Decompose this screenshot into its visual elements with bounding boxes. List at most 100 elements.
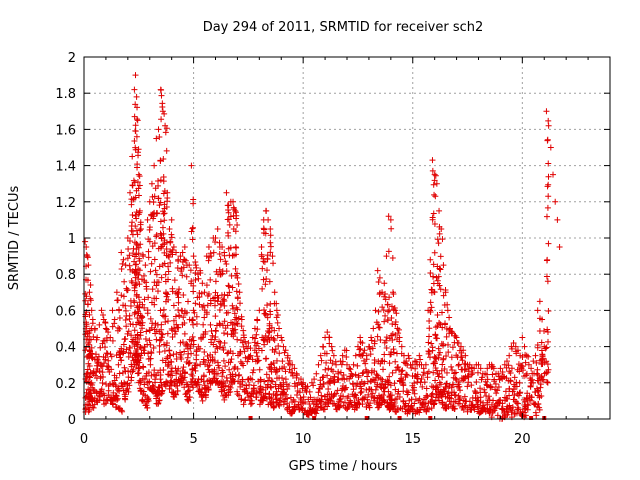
scatter-point [532,352,539,359]
scatter-point [126,315,133,322]
data-points [82,72,563,422]
scatter-point [545,366,552,373]
scatter-point [340,393,347,400]
scatter-point [192,300,199,307]
scatter-point [132,261,139,268]
scatter-point [383,253,390,260]
scatter-point [234,391,241,398]
scatter-point [541,359,548,366]
scatter-point [511,374,518,381]
scatter-point [192,262,199,269]
scatter-point [160,366,167,373]
scatter-point [304,383,311,390]
scatter-point [109,323,116,330]
scatter-point [210,249,217,256]
scatter-point [113,352,120,359]
scatter-point [169,372,176,379]
scatter-point [175,312,182,319]
scatter-point [103,350,110,357]
scatter-point [319,374,326,381]
scatter-point [84,277,91,284]
scatter-point [535,377,542,384]
scatter-point [403,371,410,378]
scatter-point [227,213,234,220]
scatter-point [109,307,116,314]
scatter-point [114,386,121,393]
scatter-point [136,281,143,288]
scatter-point [455,361,462,368]
scatter-point [189,372,196,379]
scatter-point [296,406,303,413]
scatter-point [240,401,247,408]
scatter-point [383,344,390,351]
scatter-point [175,307,182,314]
scatter-point [382,290,389,297]
scatter-point [273,307,280,314]
scatter-point [506,402,513,409]
scatter-point [134,370,141,377]
scatter-point [357,389,364,396]
scatter-point [208,339,215,346]
scatter-point [125,368,132,375]
scatter-point [535,400,542,407]
scatter-point [255,345,262,352]
scatter-point [371,368,378,375]
scatter-point [231,310,238,317]
scatter-point [186,387,193,394]
scatter-point [219,367,226,374]
scatter-point [266,374,273,381]
scatter-point [229,302,236,309]
scatter-point [105,387,112,394]
scatter-point [318,357,325,364]
scatter-point [170,317,177,324]
scatter-point [268,394,275,401]
scatter-point [138,322,145,329]
scatter-point [230,204,237,211]
scatter-point [306,388,313,395]
scatter-point [140,272,147,279]
scatter-point [421,403,428,410]
scatter-point [257,376,264,383]
scatter-point [331,379,338,386]
scatter-point [120,256,127,263]
scatter-point [126,238,133,245]
scatter-point [86,289,93,296]
scatter-point [469,402,476,409]
scatter-point [178,268,185,275]
scatter-point [94,399,101,406]
scatter-point [216,343,223,350]
scatter-point [209,332,216,339]
scatter-point [392,307,399,314]
scatter-point [355,372,362,379]
scatter-point [232,265,239,272]
scatter-point [320,406,327,413]
scatter-point [262,207,269,214]
scatter-point [146,224,153,231]
scatter-point [132,223,139,230]
scatter-point [264,267,271,274]
scatter-point [468,371,475,378]
scatter-point [439,399,446,406]
scatter-point [495,370,502,377]
scatter-point [324,329,331,336]
scatter-point [443,352,450,359]
scatter-point [473,379,480,386]
scatter-point [190,337,197,344]
scatter-point [544,361,551,368]
scatter-point [534,392,541,399]
scatter-point [271,289,278,296]
scatter-point [134,116,141,123]
scatter-point [137,225,144,232]
scatter-point [151,367,158,374]
scatter-point [165,268,172,275]
scatter-point [440,341,447,348]
scatter-point [184,341,191,348]
scatter-point [156,397,163,404]
scatter-point [367,400,374,407]
scatter-point [121,364,128,371]
x-tick-label: 10 [295,432,312,447]
scatter-point [84,333,91,340]
scatter-point [128,377,135,384]
scatter-point [197,345,204,352]
scatter-point [237,300,244,307]
